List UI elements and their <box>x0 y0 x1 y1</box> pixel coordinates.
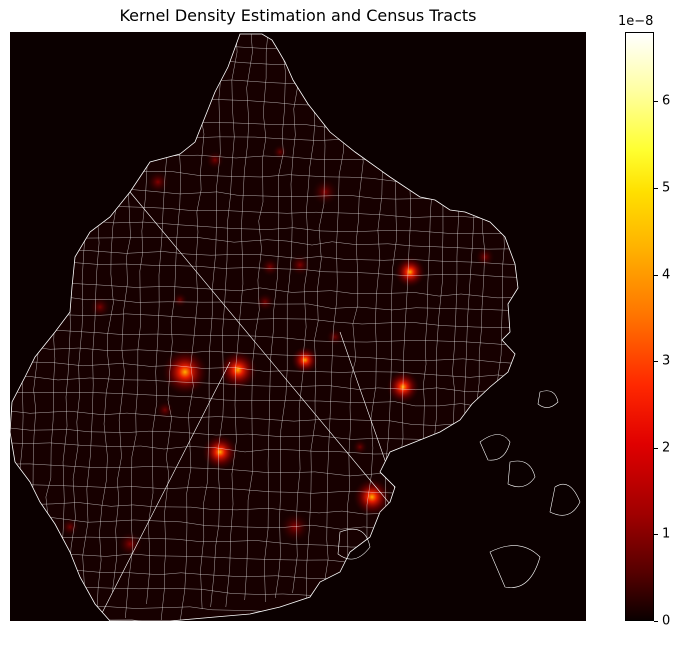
tract-boundary <box>10 34 17 604</box>
tract-boundary <box>557 32 580 616</box>
colorbar-tick-label: 6 <box>662 93 671 109</box>
island-outline <box>549 483 581 516</box>
tract-boundary <box>292 34 317 594</box>
chart-title: Kernel Density Estimation and Census Tra… <box>119 6 477 25</box>
density-hotspot <box>156 401 174 419</box>
colorbar-tick-label: 0 <box>662 613 671 629</box>
density-hotspot <box>311 178 339 206</box>
tract-boundary <box>10 281 518 301</box>
density-hotspot <box>352 439 368 455</box>
density-hotspot <box>272 144 288 160</box>
tract-boundary <box>10 246 518 266</box>
colorbar-tick <box>654 621 658 622</box>
density-hotspot <box>289 254 311 276</box>
density-hotspot <box>280 512 310 542</box>
tract-boundary <box>225 34 253 608</box>
density-hotspot <box>218 350 258 390</box>
tract-boundary <box>523 32 548 590</box>
density-hotspot <box>353 478 391 516</box>
colorbar-tick <box>654 534 658 536</box>
tract-boundary <box>99 361 231 618</box>
colorbar-axis: 0 1 2 3 4 5 6 <box>654 32 683 628</box>
tract-boundary <box>10 376 518 393</box>
tract-boundary <box>10 361 518 381</box>
colorbar-tick <box>654 447 658 449</box>
tract-boundary <box>10 233 518 252</box>
density-hotspot <box>172 292 188 308</box>
island-outline <box>537 390 559 408</box>
colorbar-tick-label: 4 <box>662 267 671 283</box>
tract-boundary <box>10 296 518 316</box>
island-outline <box>479 434 511 461</box>
tract-boundary <box>200 34 226 610</box>
density-hotspot <box>161 348 209 396</box>
islands <box>337 390 581 588</box>
colorbar-exponent: 1e−8 <box>618 14 654 29</box>
tract-boundary <box>179 34 207 621</box>
colorbar <box>625 32 654 621</box>
tract-boundary <box>275 34 300 599</box>
hotspot-layer <box>61 144 495 557</box>
density-hotspot <box>475 247 495 267</box>
tract-boundary <box>10 346 518 365</box>
colorbar-tick-label: 2 <box>662 440 671 456</box>
tract-boundary <box>10 311 518 330</box>
density-hotspot <box>202 434 238 470</box>
density-hotspot <box>205 150 225 170</box>
colorbar-tick <box>654 274 658 276</box>
density-hotspot <box>326 328 344 346</box>
density-map-svg <box>10 32 581 621</box>
colorbar-tick-label: 3 <box>662 353 671 369</box>
density-hotspot <box>394 256 426 288</box>
tract-boundary <box>14 34 38 596</box>
density-hotspot <box>89 296 111 318</box>
colorbar-tick <box>654 101 658 103</box>
tract-boundary <box>264 34 287 603</box>
colorbar-tick <box>654 361 658 363</box>
density-hotspot <box>291 346 319 374</box>
density-hotspot <box>255 292 275 312</box>
tract-boundary <box>10 329 518 348</box>
colorbar-tick-label: 1 <box>662 526 671 542</box>
island-outline <box>489 545 541 588</box>
tract-boundary <box>306 34 331 615</box>
colorbar-tick <box>654 187 658 189</box>
density-hotspot <box>61 518 79 536</box>
tract-boundary <box>10 39 518 57</box>
tract-boundary <box>23 34 50 621</box>
tract-boundary <box>10 617 518 621</box>
tract-boundary <box>210 34 238 608</box>
colorbar-tick-label: 5 <box>662 180 671 196</box>
island-outline <box>507 460 536 488</box>
tract-boundary <box>536 32 560 615</box>
tract-boundary <box>244 34 269 601</box>
tract-boundary <box>10 261 518 281</box>
island-outline <box>337 528 371 560</box>
density-hotspot <box>147 171 169 193</box>
density-hotspot <box>117 531 143 557</box>
density-map <box>10 32 586 621</box>
density-hotspot <box>260 257 280 277</box>
